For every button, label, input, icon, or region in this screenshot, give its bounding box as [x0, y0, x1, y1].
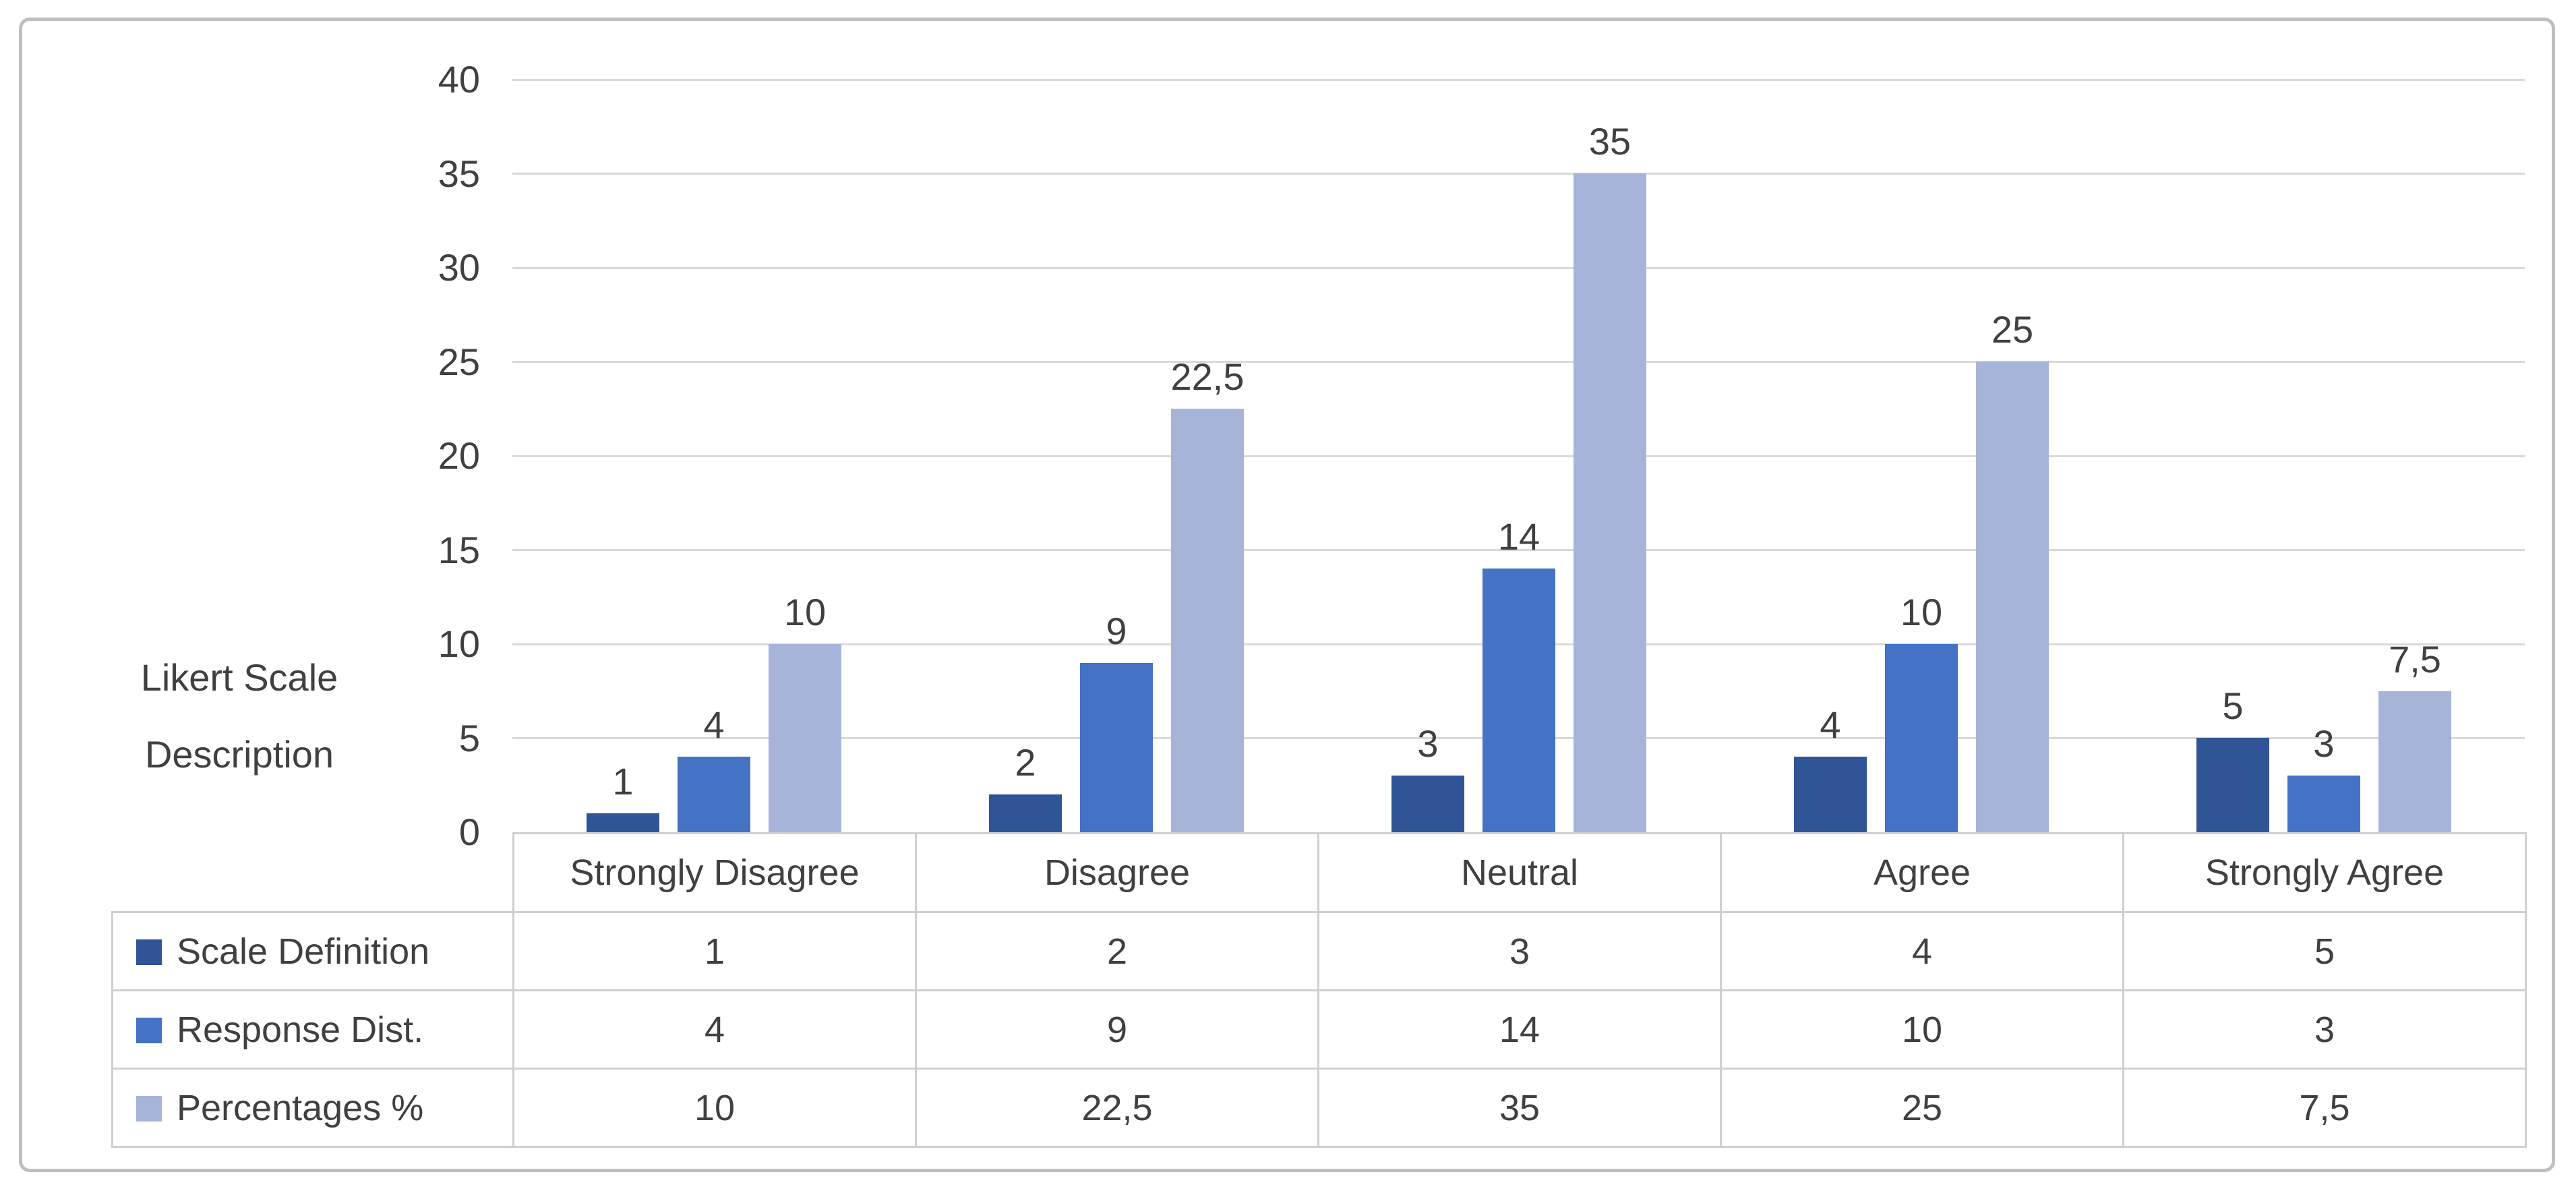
y-gridline	[512, 267, 2525, 269]
y-gridline	[512, 549, 2525, 551]
value-cell: 1	[512, 911, 917, 991]
series-legend-cell: Response Dist.	[111, 989, 514, 1070]
series-name: Scale Definition	[177, 931, 430, 972]
value-cell: 4	[1720, 911, 2124, 991]
bar-value-label: 25	[1991, 308, 2034, 351]
series-legend-cell: Scale Definition	[111, 911, 514, 991]
bar-percentages-strongly-disagree	[769, 644, 841, 832]
y-axis-title-line2: Description	[144, 733, 334, 776]
y-tick-label: 25	[438, 341, 480, 383]
bar-percentages-agree	[1976, 361, 2049, 832]
y-tick-label: 40	[438, 58, 480, 100]
y-tick-label: 0	[458, 811, 480, 853]
y-axis-title: Likert Scale Description	[94, 639, 384, 793]
bar-response-dist-neutral	[1482, 569, 1555, 832]
category-header-cell: Agree	[1720, 832, 2124, 913]
bar-value-label: 10	[783, 591, 827, 633]
bar-response-dist-agree	[1885, 644, 1958, 832]
bar-value-label: 5	[2222, 685, 2244, 727]
chart-data-table: Strongly Disagree Disagree Neutral Agree Str…	[111, 832, 2527, 1148]
bar-value-label: 9	[1106, 610, 1127, 652]
series-name: Percentages %	[177, 1087, 424, 1128]
bar-scale-definition-disagree	[989, 794, 1062, 832]
y-gridline	[512, 79, 2525, 81]
bar-value-label: 4	[1820, 703, 1841, 746]
bar-percentages-neutral	[1574, 173, 1646, 832]
y-axis-title-line1: Likert Scale	[140, 656, 338, 699]
legend-swatch-icon	[136, 939, 162, 965]
bar-value-label: 1	[612, 760, 634, 803]
value-cell: 14	[1317, 989, 1722, 1070]
category-header-row: Strongly Disagree Disagree Neutral Agree Str…	[113, 832, 2527, 913]
value-cell: 4	[512, 989, 917, 1070]
bar-value-label: 14	[1497, 515, 1540, 558]
bar-percentages-disagree	[1171, 409, 1244, 832]
value-cell: 9	[915, 989, 1319, 1070]
category-header-cell: Disagree	[915, 832, 1319, 913]
y-tick-label: 35	[438, 152, 480, 195]
bar-value-label: 4	[703, 703, 725, 746]
category-header-cell: Strongly Agree	[2122, 832, 2527, 913]
bar-scale-definition-agree	[1794, 757, 1867, 832]
value-cell: 5	[2122, 911, 2527, 991]
value-cell: 7,5	[2122, 1068, 2527, 1148]
legend-swatch-icon	[136, 1095, 162, 1122]
category-header-cell: Neutral	[1317, 832, 1722, 913]
bar-percentages-strongly-agree	[2378, 691, 2451, 832]
value-cell: 10	[1720, 989, 2124, 1070]
bar-value-label: 7,5	[2389, 638, 2441, 680]
y-gridline	[512, 455, 2525, 457]
y-tick-label: 5	[458, 717, 480, 759]
bar-value-label: 3	[2313, 722, 2335, 765]
value-cell: 22,5	[915, 1068, 1319, 1148]
value-cell: 10	[512, 1068, 917, 1148]
series-name: Response Dist.	[177, 1009, 424, 1050]
y-tick-label: 15	[438, 529, 480, 571]
legend-swatch-icon	[136, 1017, 162, 1043]
bar-value-label: 2	[1015, 741, 1036, 784]
bar-value-label: 3	[1417, 722, 1439, 765]
value-cell: 35	[1317, 1068, 1722, 1148]
value-cell: 2	[915, 911, 1319, 991]
bar-value-label: 10	[1900, 591, 1943, 633]
series-row: Percentages % 10 22,5 35 25 7,5	[111, 1068, 2527, 1148]
bar-scale-definition-strongly-disagree	[587, 813, 659, 832]
y-gridline	[512, 361, 2525, 363]
y-gridline	[512, 173, 2525, 175]
y-tick-label: 10	[438, 622, 480, 665]
y-tick-label: 30	[438, 246, 480, 289]
series-legend-cell: Percentages %	[111, 1068, 514, 1148]
bar-scale-definition-neutral	[1391, 776, 1464, 832]
bar-response-dist-strongly-disagree	[678, 757, 750, 832]
bar-value-label: 35	[1588, 120, 1631, 163]
series-row: Response Dist. 4 9 14 10 3	[111, 989, 2527, 1070]
bar-response-dist-strongly-agree	[2287, 776, 2360, 832]
value-cell: 3	[2122, 989, 2527, 1070]
value-cell: 3	[1317, 911, 1722, 991]
series-row: Scale Definition 1 2 3 4 5	[111, 911, 2527, 991]
y-tick-label: 20	[438, 434, 480, 477]
category-header-cell: Strongly Disagree	[512, 832, 917, 913]
bar-response-dist-disagree	[1080, 663, 1153, 832]
bar-value-label: 22,5	[1170, 355, 1245, 398]
bar-scale-definition-strongly-agree	[2196, 738, 2269, 832]
value-cell: 25	[1720, 1068, 2124, 1148]
